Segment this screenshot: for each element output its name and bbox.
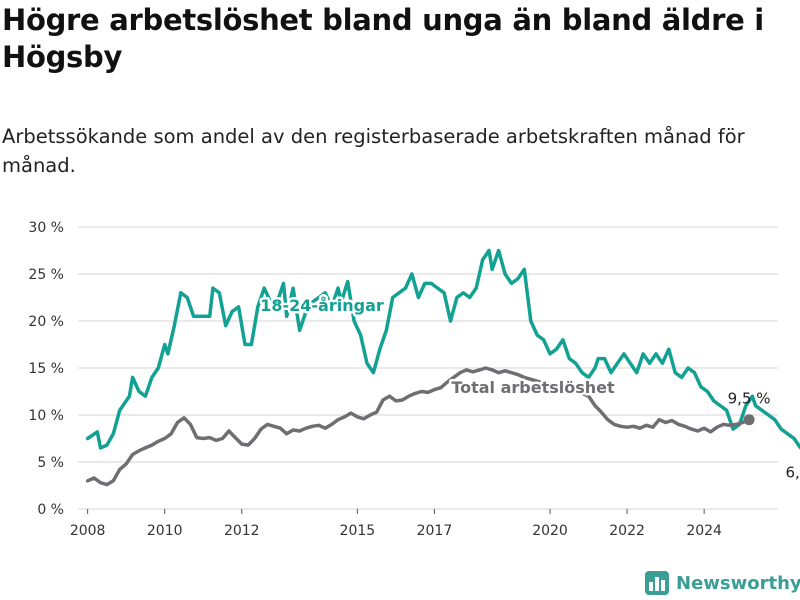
series-end-dot — [743, 414, 755, 426]
newsworthy-logo: Newsworthy — [645, 568, 800, 598]
line-chart: 0 % 5 % 10 % 15 % 20 % 25 % 30 % 2008 2010 2012 20… — [28, 220, 800, 539]
y-tick-label: 20 % — [28, 314, 64, 330]
brand-name: Newsworthy — [676, 572, 800, 594]
newsworthy-logo-icon — [645, 571, 669, 595]
chart-subtitle: Arbetssökande som andel av den registerb… — [2, 125, 745, 177]
y-tick-label: 0 % — [37, 502, 64, 518]
x-tick-label: 2024 — [686, 523, 722, 539]
x-tick-label: 2008 — [70, 523, 106, 539]
y-tick-label: 10 % — [28, 408, 64, 424]
y-tick-label: 25 % — [28, 267, 64, 283]
x-tick-label: 2022 — [609, 523, 645, 539]
series-end-label: 6,1 % — [785, 464, 800, 482]
chart-title: Högre arbetslöshet bland unga än bland ä… — [2, 3, 764, 74]
series-line — [85, 248, 800, 450]
x-tick-label: 2017 — [417, 523, 453, 539]
y-tick-label: 5 % — [37, 455, 64, 471]
y-tick-label: 15 % — [28, 361, 64, 377]
series-end-label: 9,5 % — [728, 390, 771, 408]
x-tick-label: 2015 — [340, 523, 376, 539]
x-tick-label: 2010 — [147, 523, 183, 539]
x-tick-label: 2012 — [224, 523, 260, 539]
series-label: Total arbetslöshet — [451, 378, 615, 397]
x-tick-label: 2020 — [532, 523, 568, 539]
series-line — [85, 366, 751, 487]
series-label: 18-24-åringar — [260, 296, 384, 315]
y-tick-label: 30 % — [28, 220, 64, 236]
